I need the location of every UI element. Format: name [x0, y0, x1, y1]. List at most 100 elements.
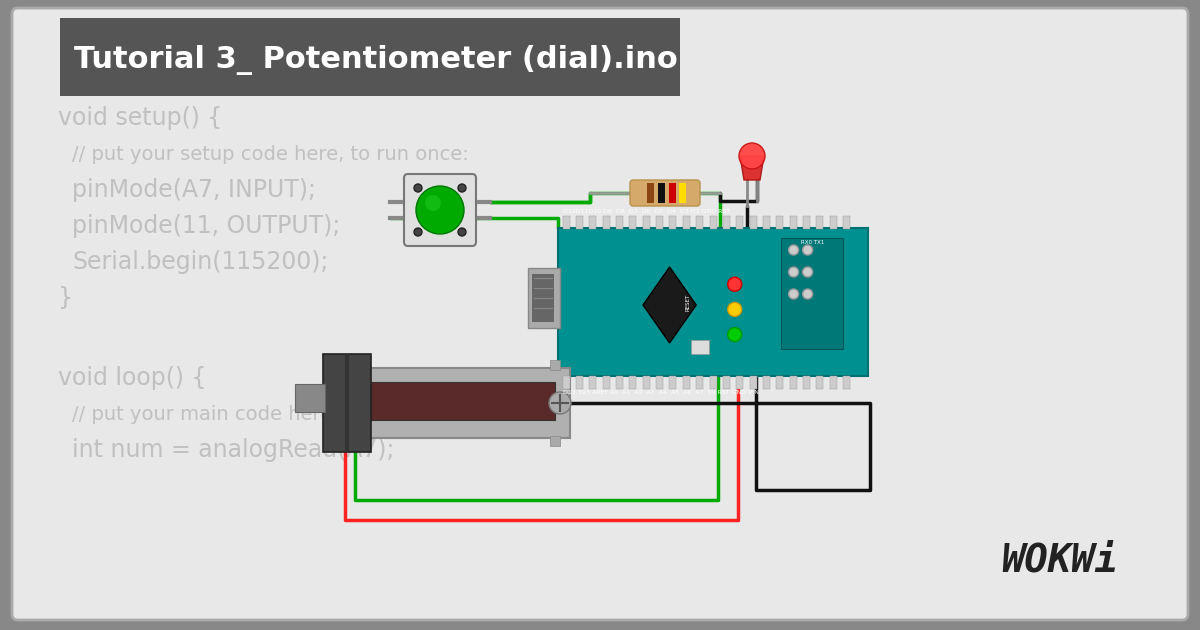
Bar	[803, 376, 810, 389]
Bar	[589, 376, 596, 389]
Bar	[656, 216, 664, 229]
Bar	[844, 376, 850, 389]
Bar	[616, 376, 623, 389]
Bar	[803, 216, 810, 229]
Bar	[589, 216, 596, 229]
Bar	[602, 376, 610, 389]
Bar	[763, 376, 770, 389]
Text: // put your main code here, to run repeatedly:: // put your main code here, to run repea…	[72, 404, 520, 423]
Bar	[722, 376, 730, 389]
Bar	[790, 216, 797, 229]
Bar	[340, 360, 350, 370]
Bar	[602, 216, 610, 229]
Circle shape	[803, 289, 812, 299]
Text: Tutorial 3_ Potentiometer (dial).ino: Tutorial 3_ Potentiometer (dial).ino	[74, 45, 678, 75]
Bar	[816, 376, 823, 389]
Text: }: }	[58, 286, 73, 310]
Bar	[776, 216, 784, 229]
Bar	[737, 376, 743, 389]
Bar	[844, 216, 850, 229]
Bar	[670, 183, 676, 203]
Bar	[750, 216, 756, 229]
Circle shape	[739, 143, 766, 169]
Bar	[576, 216, 583, 229]
Bar	[629, 216, 636, 229]
Bar	[550, 436, 560, 446]
Text: pinMode(11, OUTPUT);: pinMode(11, OUTPUT);	[72, 214, 341, 238]
Bar	[616, 216, 623, 229]
Text: D12D11D10 D9  D8  D7  D6  D5  D4  D3 D2 GND RST: D12D11D10 D9 D8 D7 D6 D5 D4 D3 D2 GND RS…	[563, 209, 730, 214]
Text: void loop() {: void loop() {	[58, 366, 206, 390]
Polygon shape	[643, 267, 696, 343]
Bar	[670, 216, 677, 229]
Bar	[763, 216, 770, 229]
FancyBboxPatch shape	[404, 174, 476, 246]
Circle shape	[425, 195, 442, 211]
Bar	[340, 436, 350, 446]
Bar	[829, 376, 836, 389]
Bar	[683, 376, 690, 389]
Text: void setup() {: void setup() {	[58, 106, 222, 130]
Text: Serial.begin(115200);: Serial.begin(115200);	[72, 250, 329, 274]
Bar	[658, 183, 665, 203]
Bar	[558, 228, 868, 376]
Bar	[647, 183, 654, 203]
Bar	[696, 216, 703, 229]
Circle shape	[416, 186, 464, 234]
Bar	[679, 183, 686, 203]
Bar	[781, 238, 844, 349]
Text: D13 3V3 AREF A0  A1  A2  A3  A4  A5  A6  A7  5V RST GND VIN: D13 3V3 AREF A0 A1 A2 A3 A4 A5 A6 A7 5V …	[563, 390, 760, 395]
Bar	[683, 216, 690, 229]
Circle shape	[550, 392, 571, 414]
FancyBboxPatch shape	[12, 8, 1188, 620]
Bar	[295, 384, 325, 412]
Bar	[737, 216, 743, 229]
Circle shape	[458, 228, 466, 236]
Text: WOKWi: WOKWi	[1002, 541, 1118, 579]
Bar	[643, 216, 649, 229]
Bar	[670, 376, 677, 389]
Text: RX0 TX1: RX0 TX1	[800, 240, 824, 245]
Circle shape	[788, 245, 799, 255]
Bar	[722, 216, 730, 229]
Bar	[829, 216, 836, 229]
Bar	[691, 340, 709, 355]
Text: pinMode(A7, INPUT);: pinMode(A7, INPUT);	[72, 178, 316, 202]
Text: // put your setup code here, to run once:: // put your setup code here, to run once…	[72, 144, 469, 164]
Circle shape	[803, 267, 812, 277]
Bar	[576, 376, 583, 389]
Bar	[643, 376, 649, 389]
Circle shape	[414, 184, 422, 192]
Circle shape	[788, 267, 799, 277]
Bar	[532, 274, 554, 322]
Circle shape	[458, 184, 466, 192]
Bar	[550, 360, 560, 370]
Bar	[696, 376, 703, 389]
Text: int num = analogRead(A7);: int num = analogRead(A7);	[72, 438, 395, 462]
Bar	[563, 216, 570, 229]
Bar	[656, 376, 664, 389]
Bar	[60, 18, 680, 96]
Bar	[563, 376, 570, 389]
Polygon shape	[740, 156, 764, 180]
Bar	[323, 354, 371, 452]
Bar	[709, 376, 716, 389]
Bar	[790, 376, 797, 389]
Bar	[816, 216, 823, 229]
Bar	[750, 376, 756, 389]
Bar	[709, 216, 716, 229]
Bar	[776, 376, 784, 389]
Circle shape	[727, 302, 742, 316]
FancyBboxPatch shape	[630, 180, 700, 206]
Text: RESET: RESET	[685, 294, 691, 311]
Circle shape	[803, 245, 812, 255]
Bar	[629, 376, 636, 389]
Circle shape	[727, 277, 742, 291]
Bar	[346, 354, 349, 452]
Circle shape	[788, 289, 799, 299]
Circle shape	[414, 228, 422, 236]
Bar	[340, 368, 570, 438]
Bar	[528, 268, 560, 328]
Circle shape	[727, 328, 742, 341]
Bar	[355, 382, 554, 420]
